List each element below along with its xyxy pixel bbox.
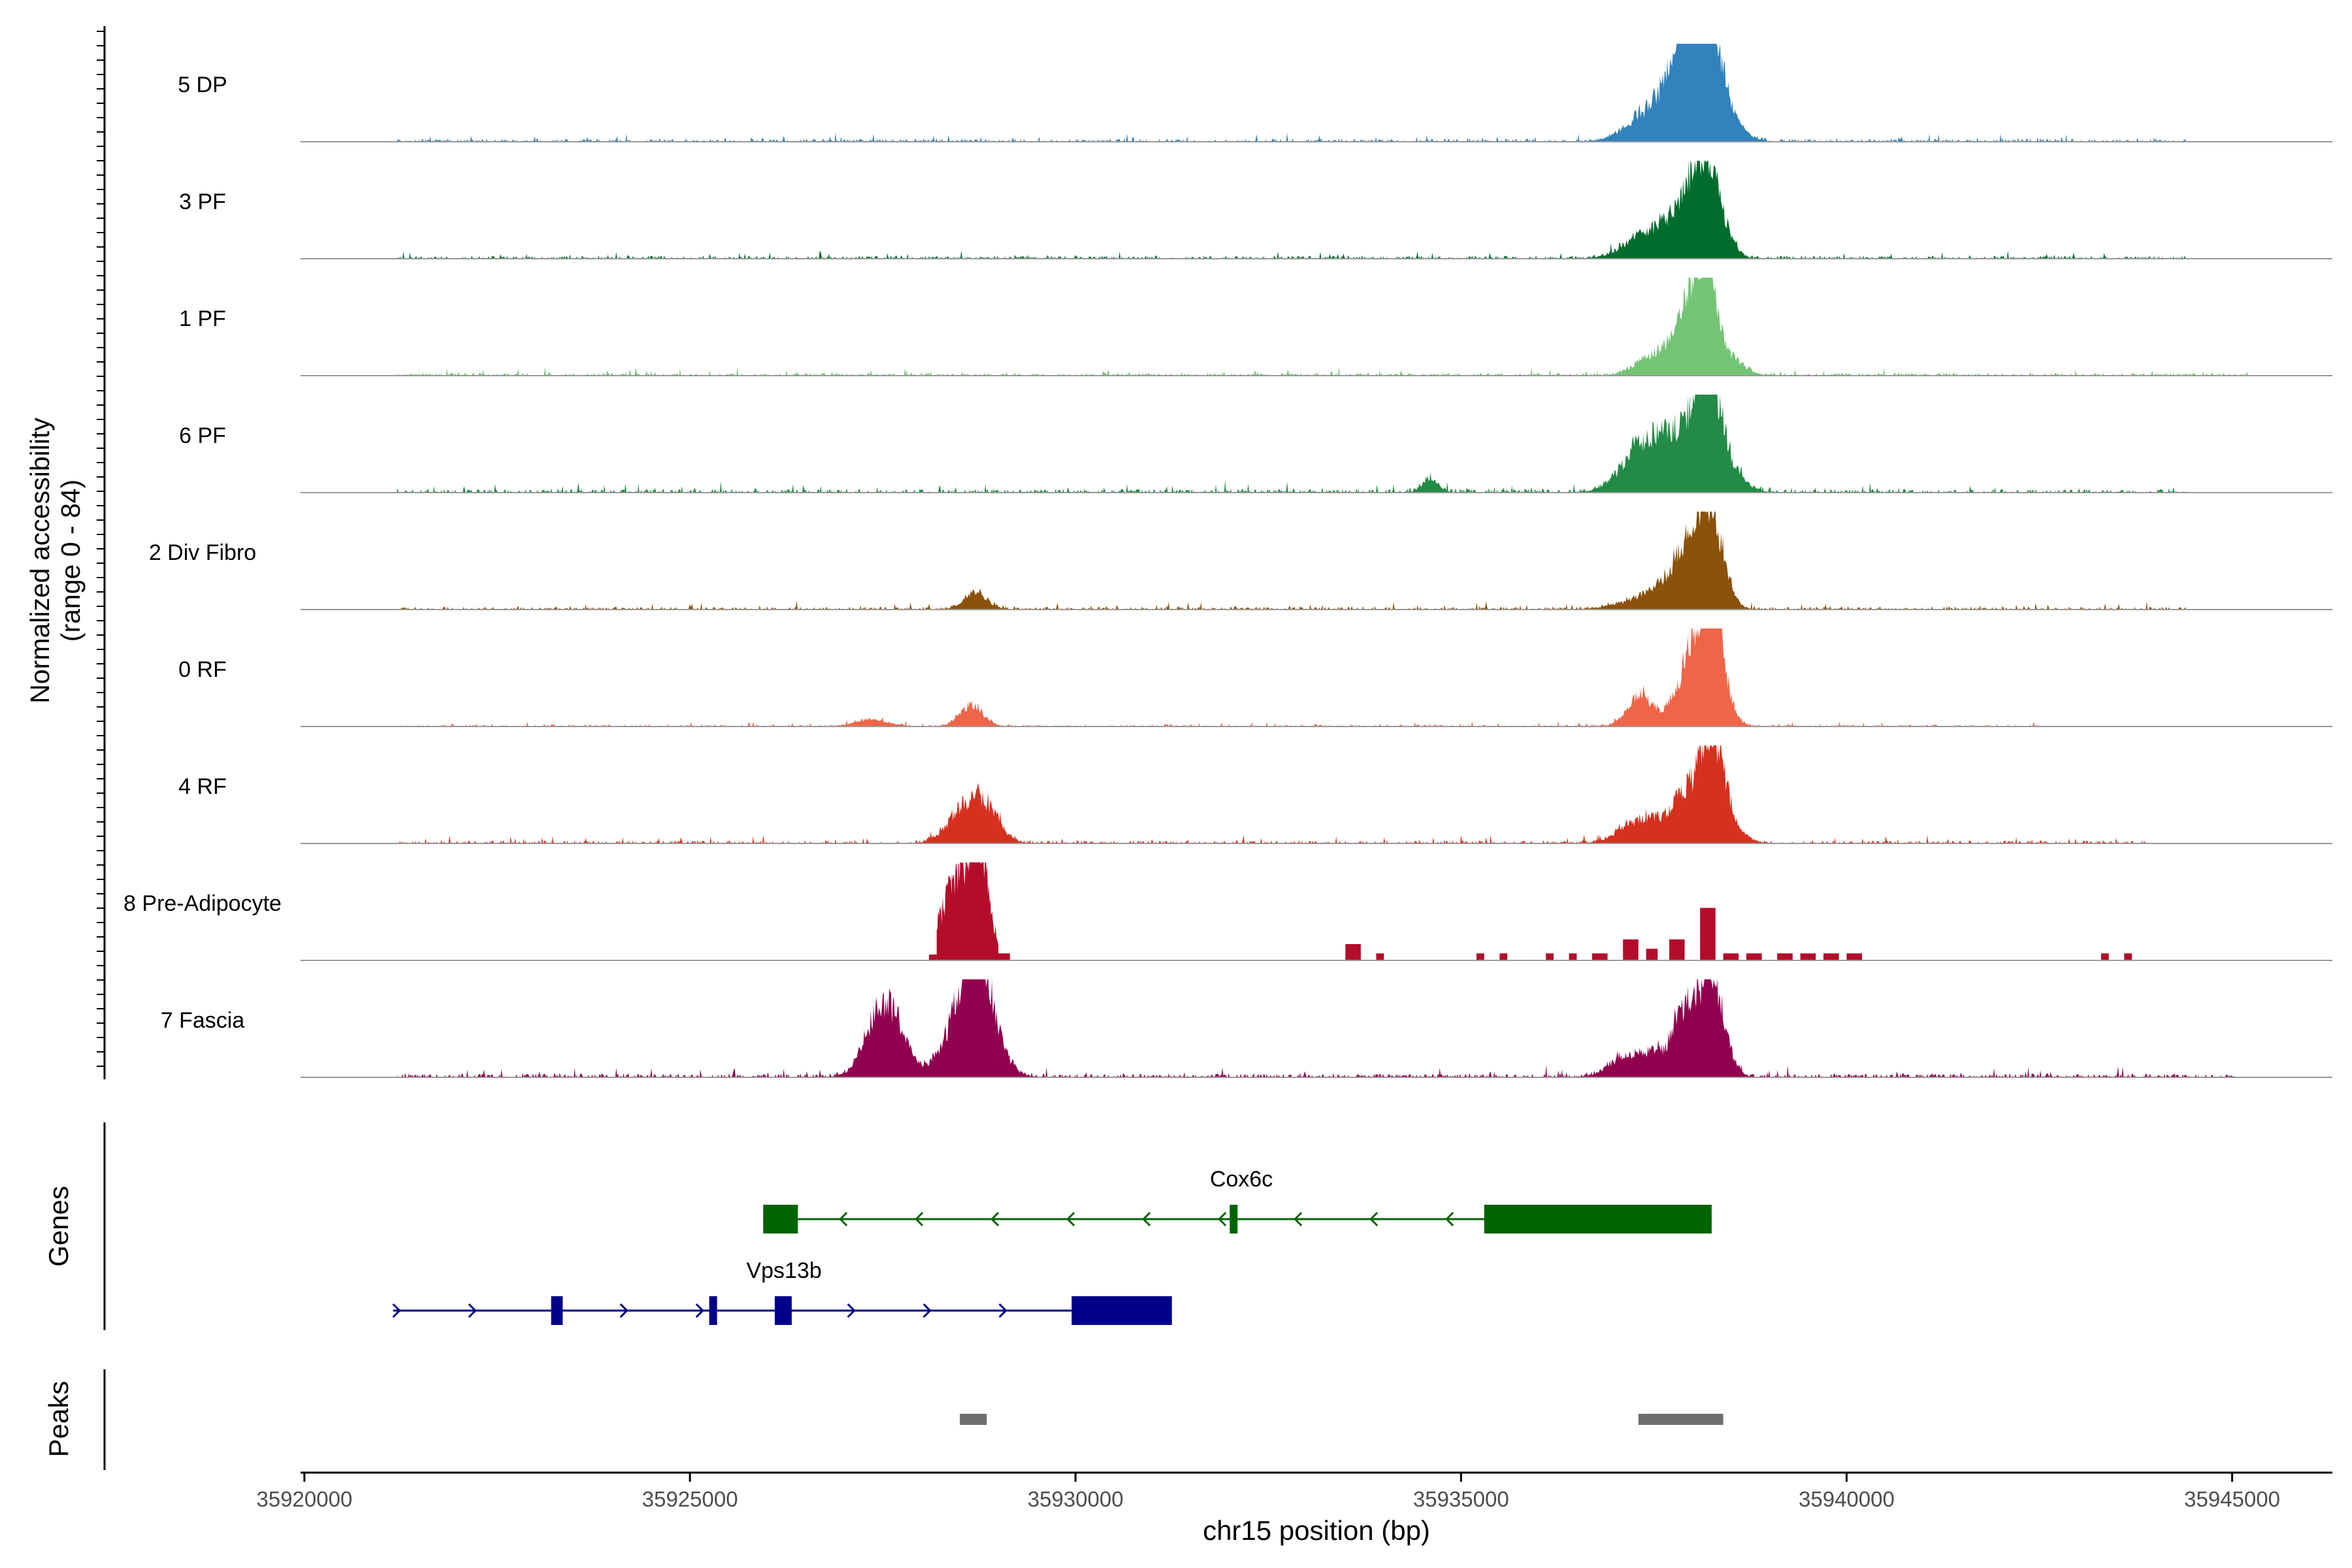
track-label: 3 PF <box>179 189 226 214</box>
coverage-block <box>1499 953 1508 960</box>
track-label: 7 Fascia <box>161 1008 245 1033</box>
gene-exon <box>709 1296 717 1325</box>
x-axis-label: chr15 position (bp) <box>1203 1515 1430 1546</box>
track-label: 8 Pre-Adipocyte <box>123 891 282 916</box>
track-coverage-area <box>936 862 999 960</box>
track-8-pre-adipocyte: 8 Pre-Adipocyte <box>123 862 2332 961</box>
coverage-block <box>1700 907 1716 960</box>
track-7-fascia: 7 Fascia <box>161 979 2332 1078</box>
track-coverage-area <box>397 161 2186 259</box>
coverage-block <box>1846 953 1863 960</box>
coverage-block <box>2124 953 2132 960</box>
gene-cox6c: Cox6c <box>763 1167 1712 1233</box>
gene-annotation-panel: Cox6c Vps13b <box>392 1167 1712 1325</box>
track-coverage-area <box>397 278 2248 376</box>
peaks-panel-label: Peaks <box>43 1381 74 1458</box>
coverage-block <box>1546 953 1554 960</box>
gene-exon <box>551 1296 563 1325</box>
coverage-block <box>1669 939 1685 960</box>
x-tick-label: 35945000 <box>2184 1487 2280 1511</box>
gene-exon <box>1071 1296 1172 1325</box>
track-6-pf: 6 PF <box>179 395 2332 493</box>
coverage-block <box>1723 953 1739 960</box>
strand-arrow <box>923 1303 932 1318</box>
track-coverage-area <box>397 629 2040 727</box>
strand-arrow <box>1218 1211 1227 1227</box>
track-label: 6 PF <box>179 423 226 448</box>
x-tick-label: 35925000 <box>642 1487 738 1511</box>
strand-arrow <box>915 1211 924 1227</box>
track-label: 0 RF <box>178 657 227 682</box>
strand-arrow <box>392 1303 401 1318</box>
strand-arrow <box>1066 1211 1075 1227</box>
strand-arrow <box>468 1303 477 1318</box>
track-coverage-area <box>397 979 2236 1077</box>
y-axis-label-line2: (range 0 - 84) <box>56 480 86 642</box>
track-0-rf: 0 RF <box>178 629 2332 727</box>
strand-arrow <box>1142 1211 1151 1227</box>
coverage-block <box>1623 939 1639 960</box>
peak-regions-panel <box>960 1414 1723 1425</box>
coverage-block <box>1345 944 1361 960</box>
track-3-pf: 3 PF <box>179 161 2332 259</box>
track-coverage-area <box>397 395 2186 493</box>
track-coverage-area <box>397 745 2148 843</box>
x-tick-label: 35920000 <box>256 1487 352 1511</box>
gene-exon <box>774 1296 792 1325</box>
strand-arrow <box>839 1211 848 1227</box>
x-tick-label: 35940000 <box>1799 1487 1895 1511</box>
gene-exon <box>1230 1205 1238 1233</box>
strand-arrow <box>847 1303 856 1318</box>
coverage-block <box>1646 949 1658 960</box>
track-label: 4 RF <box>178 774 227 799</box>
genes-panel-label: Genes <box>43 1186 74 1267</box>
track-5-dp: 5 DP <box>178 44 2332 142</box>
strand-arrow <box>1369 1211 1379 1227</box>
track-label: 2 Div Fibro <box>149 540 256 565</box>
strand-arrow <box>998 1303 1007 1318</box>
strand-arrow <box>1294 1211 1303 1227</box>
peak-region <box>960 1414 987 1425</box>
gene-label: Cox6c <box>1210 1167 1273 1192</box>
gene-vps13b: Vps13b <box>392 1258 1172 1325</box>
strand-arrow <box>1445 1211 1454 1227</box>
coverage-block <box>1823 953 1839 960</box>
gene-exon <box>1484 1205 1712 1233</box>
coverage-block <box>990 953 1010 960</box>
coverage-block <box>1376 953 1384 960</box>
coverage-y-axis <box>97 26 106 1079</box>
coverage-block <box>1569 953 1577 960</box>
strand-arrow <box>990 1211 1000 1227</box>
track-2-div-fibro: 2 Div Fibro <box>149 512 2332 610</box>
y-axis-label-line1: Normalized accessibility <box>25 417 55 704</box>
strand-arrow <box>619 1303 629 1318</box>
x-tick-label: 35930000 <box>1028 1487 1124 1511</box>
coverage-block <box>1777 953 1793 960</box>
coverage-block <box>928 955 937 960</box>
peak-region <box>1638 1414 1723 1425</box>
track-coverage-area <box>397 512 2186 610</box>
x-tick-label: 35935000 <box>1413 1487 1509 1511</box>
coverage-tracks: 5 DP 3 PF 1 PF 6 PF 2 Div Fibro 0 RF 4 RF 8 Pre… <box>123 44 2332 1078</box>
track-coverage-area <box>397 44 2186 142</box>
track-label: 5 DP <box>178 73 227 97</box>
track-4-rf: 4 RF <box>178 745 2332 844</box>
coverage-block <box>1746 953 1762 960</box>
gene-exon <box>763 1205 798 1233</box>
gene-label: Vps13b <box>746 1258 821 1283</box>
coverage-block <box>1800 953 1816 960</box>
x-axis: 35920000 35925000 35930000 35935000 35940000… <box>256 1473 2280 1511</box>
coverage-block <box>1476 953 1484 960</box>
coverage-block <box>2100 953 2109 960</box>
strand-arrow <box>695 1303 704 1318</box>
coverage-block <box>1592 953 1608 960</box>
track-1-pf: 1 PF <box>179 278 2332 376</box>
track-label: 1 PF <box>179 306 226 331</box>
